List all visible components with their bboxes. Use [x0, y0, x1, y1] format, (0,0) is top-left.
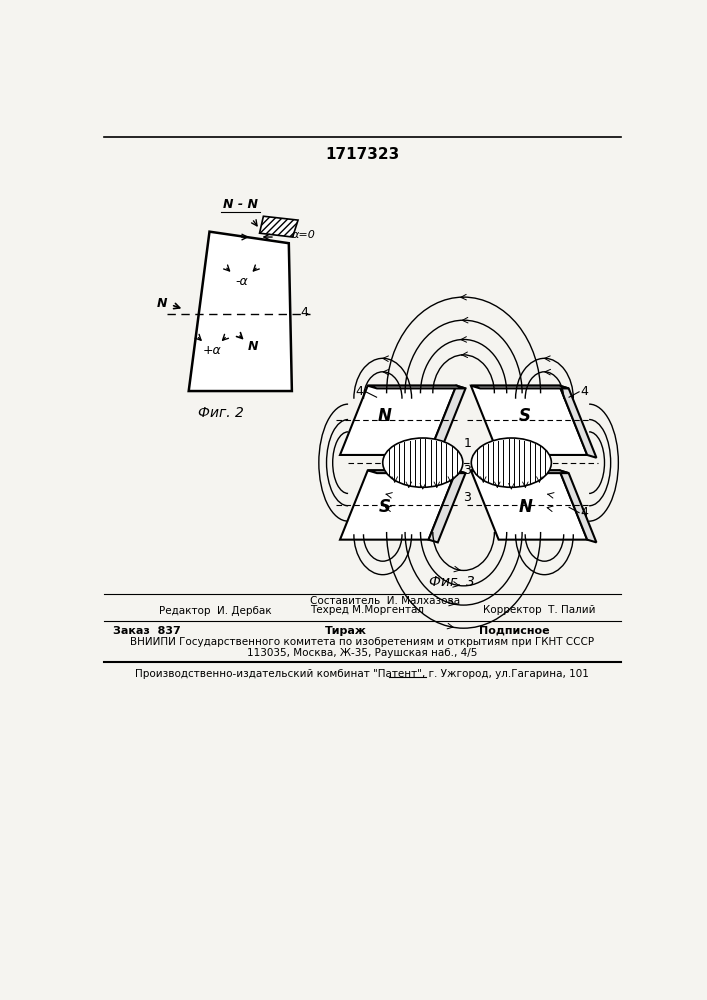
Text: Производственно-издательский комбинат "Патент", г. Ужгород, ул.Гагарина, 101: Производственно-издательский комбинат "П…: [135, 669, 589, 679]
Ellipse shape: [382, 438, 463, 487]
Text: 1717323: 1717323: [325, 147, 399, 162]
Text: ВНИИПИ Государственного комитета по изобретениям и открытиям при ГКНТ СССР: ВНИИПИ Государственного комитета по изоб…: [130, 637, 594, 647]
Text: Заказ  837: Заказ 837: [113, 626, 181, 636]
Polygon shape: [368, 386, 465, 388]
Polygon shape: [471, 386, 568, 388]
Text: α=0: α=0: [292, 231, 316, 240]
Text: 113035, Москва, Ж-35, Раушская наб., 4/5: 113035, Москва, Ж-35, Раушская наб., 4/5: [247, 648, 477, 658]
Text: Редактор  И. Дербак: Редактор И. Дербак: [160, 605, 272, 616]
Text: Корректор  Т. Палий: Корректор Т. Палий: [483, 605, 595, 615]
Polygon shape: [559, 386, 597, 458]
Text: S: S: [519, 407, 531, 425]
Text: S: S: [379, 498, 391, 516]
Text: N: N: [248, 340, 259, 353]
Text: N - N: N - N: [223, 198, 258, 211]
Polygon shape: [471, 386, 588, 455]
Text: N: N: [378, 407, 392, 425]
Polygon shape: [428, 470, 465, 542]
Text: Техред М.Моргентал: Техред М.Моргентал: [310, 605, 423, 615]
Ellipse shape: [472, 438, 551, 487]
Polygon shape: [259, 216, 298, 237]
Polygon shape: [559, 470, 597, 542]
Polygon shape: [340, 470, 456, 540]
Text: N: N: [157, 297, 167, 310]
Text: 4: 4: [300, 306, 308, 319]
Text: 3: 3: [464, 464, 472, 477]
Polygon shape: [340, 386, 456, 455]
Polygon shape: [471, 470, 568, 473]
Text: Подписное: Подписное: [479, 626, 549, 636]
Text: +α: +α: [202, 344, 221, 358]
Polygon shape: [428, 386, 465, 458]
Text: Фиг. 3: Фиг. 3: [429, 575, 475, 589]
Text: 4: 4: [356, 385, 363, 398]
Polygon shape: [471, 470, 588, 540]
Text: Фиг. 2: Фиг. 2: [198, 406, 244, 420]
Text: N: N: [518, 498, 532, 516]
Text: 1: 1: [464, 437, 472, 450]
Text: Составитель  И. Малхазова: Составитель И. Малхазова: [310, 596, 460, 606]
Text: Тираж: Тираж: [325, 626, 367, 636]
Polygon shape: [189, 232, 292, 391]
Text: 3: 3: [464, 491, 472, 504]
Text: 4: 4: [580, 506, 588, 519]
Polygon shape: [368, 470, 465, 473]
Text: -α: -α: [235, 275, 248, 288]
Text: 4: 4: [580, 385, 588, 398]
